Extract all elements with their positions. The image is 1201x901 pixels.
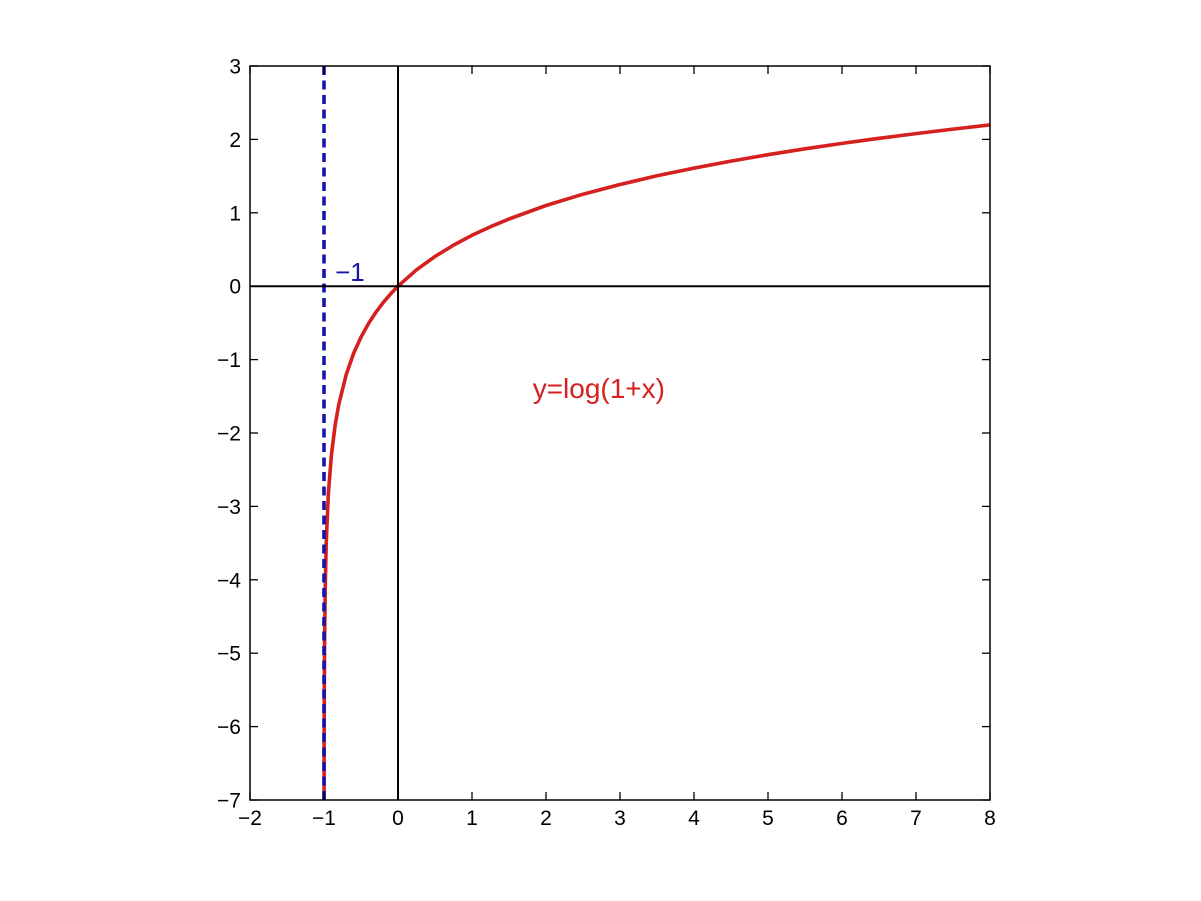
x-tick-label: 3 xyxy=(614,807,626,830)
x-tick-label: 6 xyxy=(836,807,848,830)
log-curve xyxy=(322,123,991,800)
y-tick-label: −7 xyxy=(217,790,241,813)
x-tick-label: 4 xyxy=(688,807,700,830)
x-tick-label: −1 xyxy=(312,807,336,830)
y-tick-label: 3 xyxy=(229,56,241,79)
x-tick-label: −2 xyxy=(238,807,262,830)
y-tick-label: −2 xyxy=(217,423,241,446)
y-tick-label: −1 xyxy=(217,349,241,372)
axes-box xyxy=(249,65,991,801)
y-tick-label: 0 xyxy=(229,276,241,299)
asymptote-label: −1 xyxy=(335,257,365,287)
x-tick-label: 5 xyxy=(762,807,774,830)
y-tick-label: 2 xyxy=(229,129,241,152)
x-tick-label: 0 xyxy=(392,807,404,830)
x-tick-label: 8 xyxy=(984,807,996,830)
y-tick-label: −3 xyxy=(217,496,241,519)
x-tick-label: 1 xyxy=(466,807,478,830)
y-tick-label: 1 xyxy=(229,202,241,225)
y-tick-label: −4 xyxy=(217,569,241,592)
y-tick-label: −5 xyxy=(217,643,241,666)
x-tick-label: 7 xyxy=(910,807,922,830)
curve-equation-label: y=log(1+x) xyxy=(533,373,665,404)
y-tick-label: −6 xyxy=(217,716,241,739)
x-tick-label: 2 xyxy=(540,807,552,830)
